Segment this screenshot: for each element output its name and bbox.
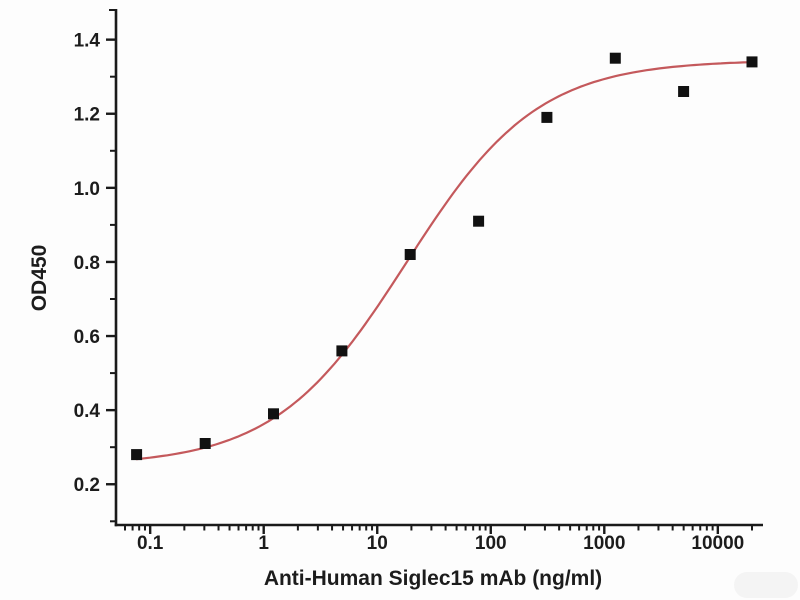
data-point-marker [131, 449, 143, 461]
x-tick-label: 10000 [691, 533, 744, 554]
x-tick-label: 10 [367, 533, 388, 554]
y-tick-label: 0.4 [74, 401, 101, 422]
data-point-marker [336, 345, 348, 357]
data-point-marker [404, 249, 416, 260]
fit-curve-line [135, 61, 754, 461]
y-tick-label: 0.6 [74, 327, 100, 348]
major-ticks [106, 38, 720, 534]
tick-labels: 0.1 1 10 100 1000 10000 0.2 0.4 0.6 0.8 1.0 1.2 1.4 [74, 31, 745, 554]
minor-ticks [109, 9, 753, 531]
x-tick-label: 1 [258, 533, 269, 554]
data-point-markers [131, 52, 758, 461]
data-point-marker [678, 86, 690, 97]
data-point-marker [541, 111, 553, 123]
y-axis-title: OD450 [28, 245, 51, 312]
x-tick-label: 100 [475, 533, 507, 554]
data-point-marker [746, 56, 758, 68]
x-axis-title: Anti-Human Siglec15 mAb (ng/ml) [264, 567, 602, 590]
y-tick-label: 1.2 [74, 105, 100, 126]
watermark-blob [734, 572, 798, 598]
data-point-marker [473, 215, 485, 227]
data-point-marker [609, 52, 621, 64]
y-tick-label: 0.8 [74, 253, 100, 274]
y-tick-label: 1.4 [74, 31, 101, 52]
y-tick-label: 0.2 [74, 475, 100, 496]
x-tick-label: 0.1 [137, 533, 164, 554]
data-point-marker [199, 438, 211, 449]
x-tick-label: 1000 [583, 533, 625, 554]
data-point-marker [268, 408, 279, 420]
y-tick-label: 1.0 [74, 179, 100, 200]
